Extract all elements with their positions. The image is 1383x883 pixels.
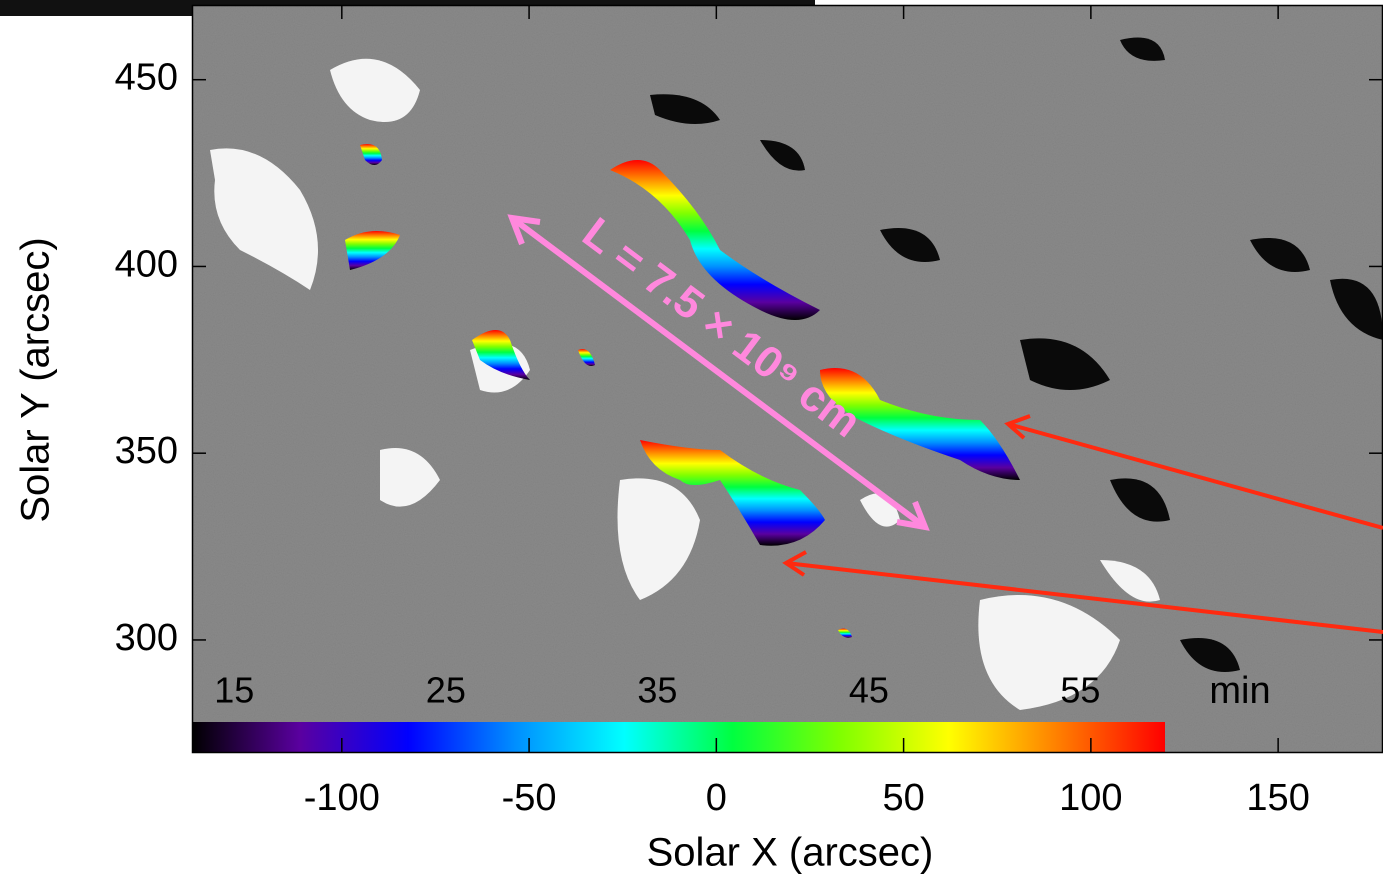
negative-flux	[650, 37, 1383, 672]
positive-flux	[210, 58, 1160, 710]
y-tick-label: 300	[115, 617, 178, 659]
y-tick-label: 350	[115, 430, 178, 472]
ribbon-arrows	[782, 414, 1383, 634]
x-axis-label: Solar X (arcsec)	[647, 831, 934, 875]
background	[192, 5, 1383, 752]
colorbar-label: min	[1209, 670, 1270, 712]
x-tick-label: 100	[1059, 777, 1122, 819]
y-tick-label: 450	[115, 57, 178, 99]
colorbar-tick-label: 35	[637, 670, 677, 711]
length-arrow	[507, 214, 930, 531]
colorbar-tick-label: 55	[1060, 670, 1100, 711]
colorbar-tick-label: 25	[426, 670, 466, 711]
flare-ribbons	[345, 144, 1020, 638]
y-axis-label: Solar Y (arcsec)	[14, 237, 58, 522]
x-tick-label: -100	[304, 777, 380, 819]
magnetogram	[192, 5, 1383, 752]
colorbar-tick-label: 45	[849, 670, 889, 711]
x-tick-label: 50	[882, 777, 924, 819]
x-tick-label: 0	[706, 777, 727, 819]
colorbar	[192, 722, 1165, 752]
colorbar-tick-label: 15	[214, 670, 254, 711]
x-tick-label: -50	[502, 777, 557, 819]
y-tick-label: 400	[115, 243, 178, 285]
x-tick-label: 150	[1246, 777, 1309, 819]
